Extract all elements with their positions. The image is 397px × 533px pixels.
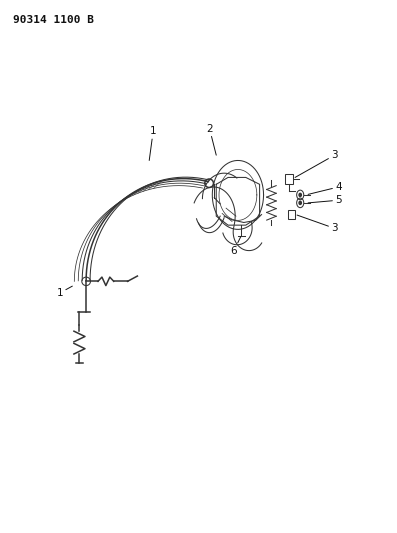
Text: 1: 1: [56, 286, 72, 298]
Circle shape: [299, 201, 301, 205]
Text: 5: 5: [308, 195, 342, 205]
Text: 6: 6: [231, 237, 241, 256]
Text: 2: 2: [206, 124, 216, 155]
Text: 3: 3: [295, 150, 338, 177]
Text: 4: 4: [308, 182, 342, 195]
Text: 3: 3: [297, 215, 338, 233]
Circle shape: [299, 193, 301, 197]
Bar: [287, 210, 295, 219]
Text: 1: 1: [149, 126, 156, 160]
Text: 90314 1100 B: 90314 1100 B: [13, 14, 94, 25]
Bar: [285, 174, 293, 184]
